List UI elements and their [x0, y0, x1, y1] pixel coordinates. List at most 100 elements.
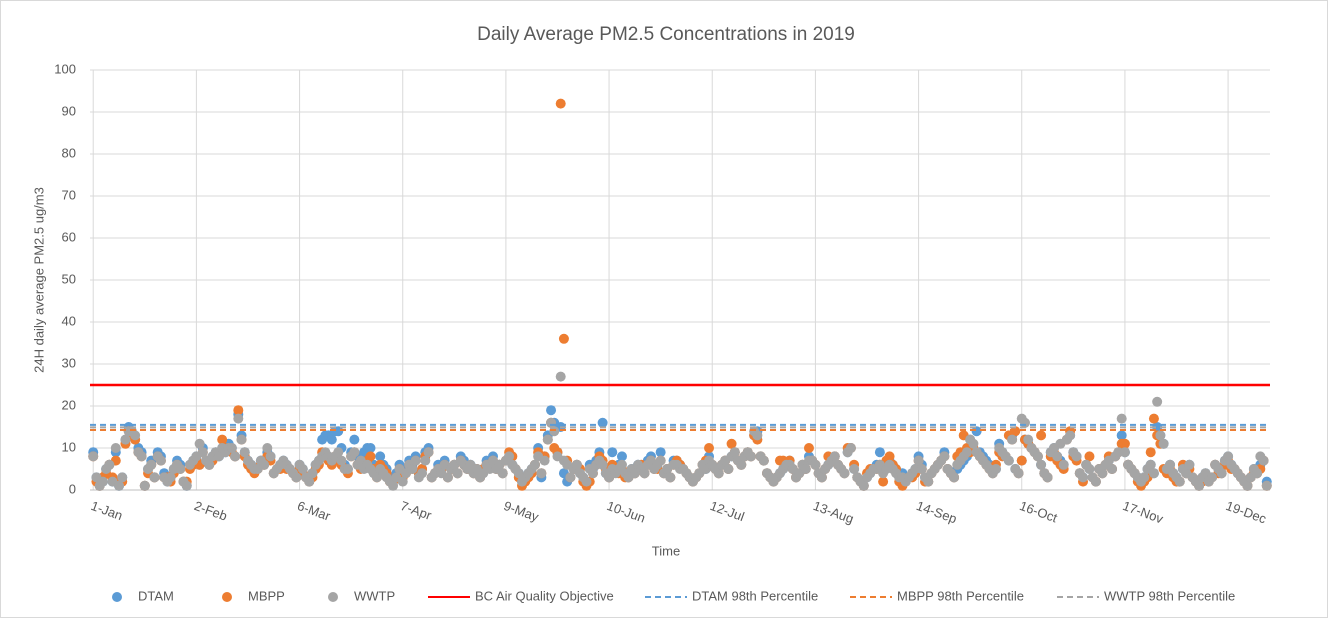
- point: [597, 417, 608, 428]
- point: [752, 430, 763, 441]
- point: [745, 451, 756, 462]
- point: [397, 476, 408, 487]
- point: [1016, 455, 1027, 466]
- point: [1145, 459, 1156, 470]
- point: [655, 447, 666, 458]
- point: [265, 451, 276, 462]
- legend-label: MBPP: [248, 588, 285, 603]
- point: [423, 447, 434, 458]
- point: [1139, 472, 1150, 483]
- point: [555, 98, 566, 109]
- point: [146, 459, 157, 470]
- point: [410, 455, 421, 466]
- point: [139, 480, 150, 491]
- point: [130, 430, 141, 441]
- point: [884, 451, 895, 462]
- legend-label: WWTP 98th Percentile: [1104, 588, 1235, 603]
- point: [1261, 480, 1272, 491]
- point: [1258, 455, 1269, 466]
- point: [194, 438, 205, 449]
- point: [639, 468, 650, 479]
- point: [1242, 480, 1253, 491]
- point: [1155, 430, 1166, 441]
- point: [542, 434, 553, 445]
- point: [1013, 468, 1024, 479]
- point: [452, 468, 463, 479]
- point: [800, 464, 811, 474]
- point: [587, 468, 598, 479]
- point: [333, 447, 344, 458]
- point: [336, 455, 347, 466]
- point: [704, 443, 715, 453]
- point: [197, 447, 208, 458]
- y-tick-label: 20: [62, 397, 76, 412]
- legend-marker: [328, 592, 338, 602]
- point: [1003, 455, 1014, 466]
- point: [259, 459, 270, 470]
- point: [655, 455, 666, 466]
- point: [1119, 438, 1130, 449]
- point: [1090, 476, 1101, 487]
- point: [597, 459, 608, 470]
- point: [1194, 480, 1205, 491]
- point: [949, 472, 960, 483]
- point: [388, 480, 399, 491]
- point: [839, 468, 850, 479]
- y-tick-label: 10: [62, 439, 76, 454]
- y-tick-label: 40: [62, 313, 76, 328]
- point: [1116, 413, 1127, 424]
- point: [1206, 472, 1217, 483]
- point: [175, 464, 186, 474]
- point: [546, 405, 557, 416]
- point: [291, 472, 302, 483]
- point: [1148, 468, 1159, 479]
- y-tick-label: 90: [62, 103, 76, 118]
- point: [333, 426, 344, 437]
- point: [1007, 434, 1018, 445]
- point: [1097, 468, 1108, 479]
- point: [1058, 459, 1069, 470]
- point: [1023, 434, 1034, 445]
- x-axis-title: Time: [652, 543, 680, 558]
- point: [365, 451, 376, 462]
- y-axis-title: 24H daily average PM2.5 ug/m3: [31, 187, 46, 373]
- point: [349, 434, 360, 445]
- point: [961, 447, 972, 458]
- point: [1065, 430, 1076, 441]
- point: [565, 472, 576, 483]
- point: [504, 451, 515, 462]
- point: [1036, 459, 1047, 470]
- point: [1158, 438, 1169, 449]
- point: [262, 443, 273, 453]
- point: [114, 480, 125, 491]
- point: [1184, 459, 1195, 470]
- point: [97, 476, 108, 487]
- point: [803, 443, 814, 453]
- y-tick-label: 100: [54, 61, 76, 76]
- point: [665, 472, 676, 483]
- point: [307, 468, 318, 479]
- point: [816, 472, 827, 483]
- point: [136, 451, 147, 462]
- point: [555, 371, 566, 382]
- point: [375, 451, 386, 462]
- point: [304, 476, 315, 487]
- point: [236, 434, 247, 445]
- point: [858, 480, 869, 491]
- point: [442, 472, 453, 483]
- point: [616, 459, 627, 470]
- point: [1152, 396, 1163, 407]
- point: [558, 333, 569, 344]
- point: [204, 459, 215, 470]
- point: [407, 464, 418, 474]
- point: [849, 464, 860, 474]
- legend-label: WWTP: [354, 588, 395, 603]
- point: [417, 468, 428, 479]
- point: [1165, 459, 1176, 470]
- point: [217, 434, 228, 445]
- y-tick-label: 0: [69, 481, 76, 496]
- y-tick-label: 70: [62, 187, 76, 202]
- point: [1019, 417, 1030, 428]
- point: [110, 443, 121, 453]
